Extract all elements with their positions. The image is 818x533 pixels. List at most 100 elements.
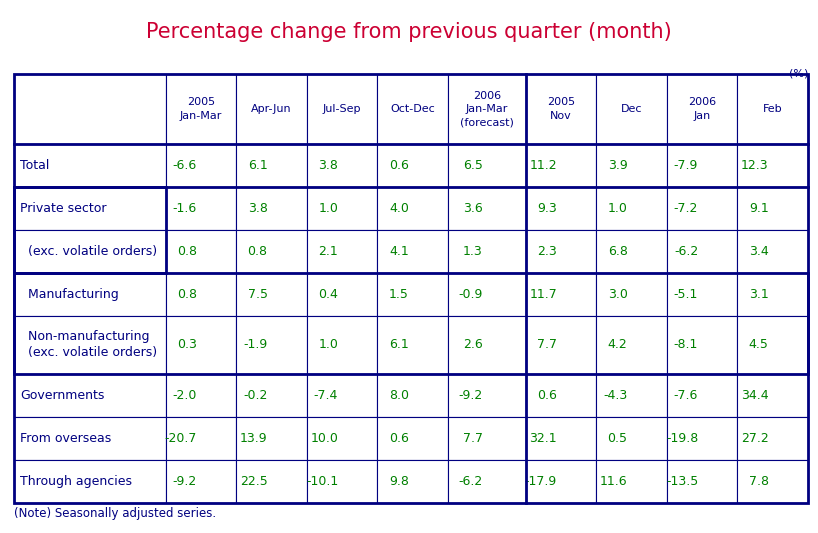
Bar [448,316,526,374]
Bar [166,187,236,230]
Text: 6.8: 6.8 [608,245,627,258]
Text: 1.0: 1.0 [608,202,627,215]
Text: -17.9: -17.9 [524,475,557,488]
Text: 22.5: 22.5 [240,475,267,488]
Bar [737,144,808,187]
Bar [737,374,808,417]
Bar [377,74,448,144]
Text: Total: Total [20,159,49,172]
Text: 3.8: 3.8 [248,202,267,215]
Text: 32.1: 32.1 [529,432,557,445]
Bar [448,144,526,187]
Bar [14,374,166,417]
Text: 1.5: 1.5 [389,288,409,301]
Bar [166,74,236,144]
Text: 4.1: 4.1 [389,245,409,258]
Text: (%): (%) [789,68,808,78]
Bar [14,74,808,503]
Text: -6.2: -6.2 [674,245,698,258]
Text: 6.1: 6.1 [248,159,267,172]
Bar [236,74,307,144]
Text: -2.0: -2.0 [173,389,197,402]
Text: Apr-Jun: Apr-Jun [251,104,292,114]
Bar [448,230,526,273]
Text: 3.0: 3.0 [608,288,627,301]
Bar [737,187,808,230]
Text: -0.2: -0.2 [243,389,267,402]
Text: From overseas: From overseas [20,432,111,445]
Text: 34.4: 34.4 [741,389,769,402]
Text: 3.9: 3.9 [608,159,627,172]
Text: 0.6: 0.6 [389,159,409,172]
Text: 2006
Jan: 2006 Jan [688,98,717,120]
Bar [526,316,596,374]
Text: 11.7: 11.7 [529,288,557,301]
Text: 6.5: 6.5 [463,159,483,172]
Text: 3.4: 3.4 [749,245,769,258]
Bar [377,460,448,503]
Text: 9.8: 9.8 [389,475,409,488]
Bar [448,273,526,316]
Bar [596,460,667,503]
Bar [448,74,526,144]
Bar [377,144,448,187]
Text: -7.2: -7.2 [674,202,698,215]
Bar [236,273,307,316]
Text: -9.2: -9.2 [173,475,197,488]
Bar [526,74,596,144]
Text: 7.8: 7.8 [748,475,769,488]
Bar [667,187,737,230]
Bar [667,144,737,187]
Text: 0.5: 0.5 [608,432,627,445]
Bar [667,417,737,460]
Bar [526,230,596,273]
Bar [236,316,307,374]
Bar [307,316,377,374]
Bar [596,316,667,374]
Bar [236,144,307,187]
Text: 11.6: 11.6 [600,475,627,488]
Bar [14,273,166,316]
Text: Governments: Governments [20,389,105,402]
Text: 0.6: 0.6 [537,389,557,402]
Bar [307,417,377,460]
Bar [596,230,667,273]
Bar [526,273,596,316]
Text: 0.3: 0.3 [178,338,197,351]
Bar [14,144,166,187]
Text: 0.4: 0.4 [318,288,338,301]
Bar [667,460,737,503]
Bar [448,187,526,230]
Bar [667,230,737,273]
Bar [596,144,667,187]
Bar [166,230,236,273]
Bar [448,417,526,460]
Bar [14,273,808,374]
Text: Non-manufacturing
  (exc. volatile orders): Non-manufacturing (exc. volatile orders) [20,330,157,359]
Text: -8.1: -8.1 [674,338,698,351]
Text: 4.5: 4.5 [748,338,769,351]
Bar [14,230,166,273]
Text: -13.5: -13.5 [666,475,698,488]
Text: -7.6: -7.6 [674,389,698,402]
Bar [377,230,448,273]
Text: Oct-Dec: Oct-Dec [390,104,435,114]
Text: Manufacturing: Manufacturing [20,288,119,301]
Bar [14,187,166,273]
Bar [307,187,377,230]
Bar [526,460,596,503]
Bar [14,460,166,503]
Text: Through agencies: Through agencies [20,475,132,488]
Bar [737,417,808,460]
Bar [307,460,377,503]
Text: (exc. volatile orders): (exc. volatile orders) [20,245,157,258]
Text: Jul-Sep: Jul-Sep [323,104,362,114]
Text: -5.1: -5.1 [674,288,698,301]
Bar [236,230,307,273]
Bar [166,144,236,187]
Bar [526,417,596,460]
Text: 11.2: 11.2 [529,159,557,172]
Bar [166,374,236,417]
Bar [737,316,808,374]
Text: Percentage change from previous quarter (month): Percentage change from previous quarter … [146,22,672,42]
